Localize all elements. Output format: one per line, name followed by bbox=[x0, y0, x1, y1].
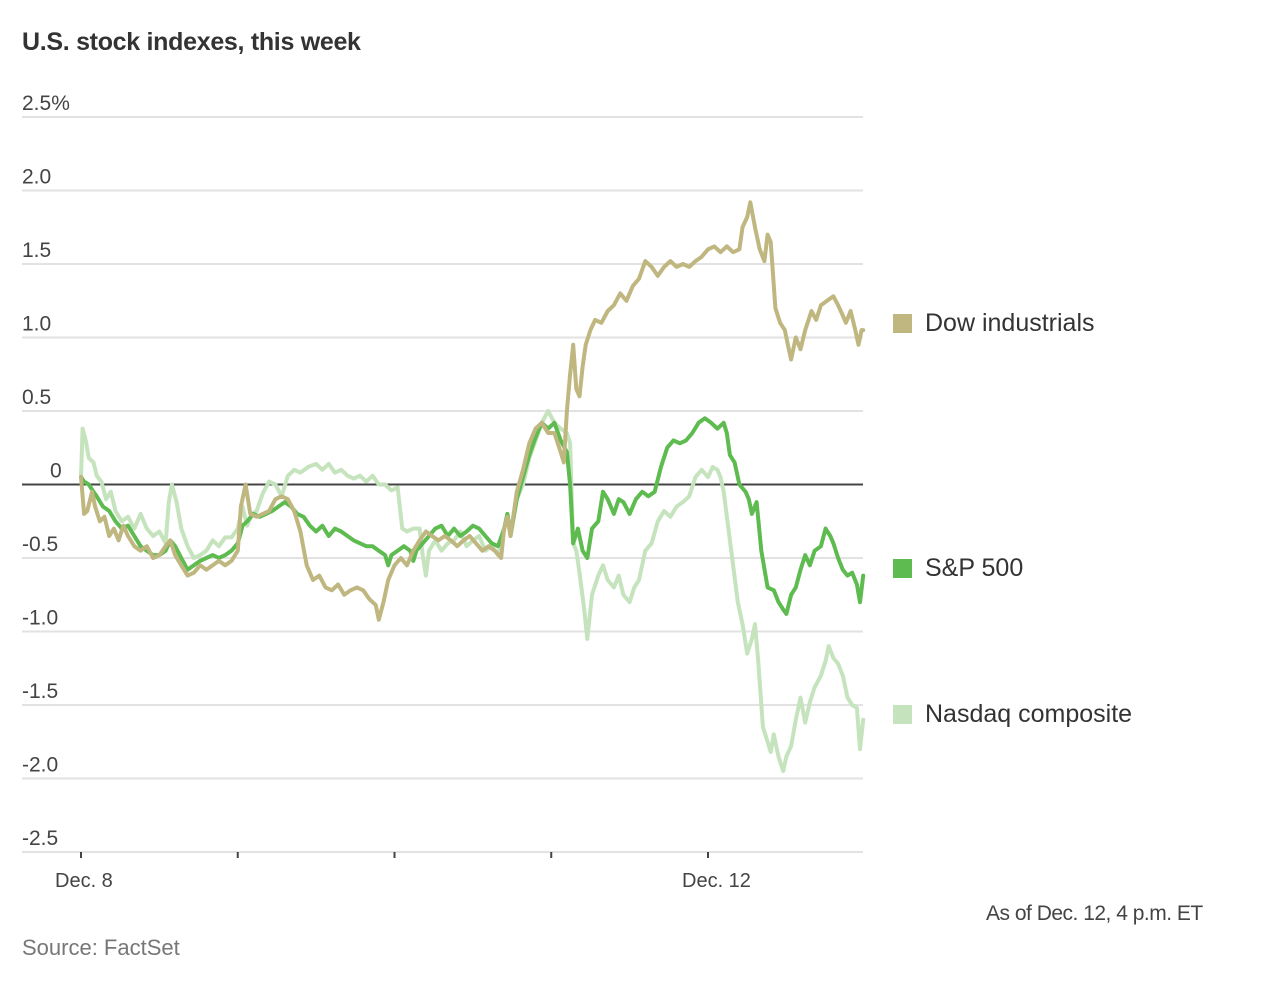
legend-label-dow: Dow industrials bbox=[925, 309, 1095, 337]
legend-swatch-dow bbox=[893, 314, 912, 333]
legend-item-dow: Dow industrials bbox=[893, 309, 1095, 338]
x-tick-label: Dec. 12 bbox=[682, 870, 751, 892]
y-tick-label: 1.0 bbox=[22, 313, 51, 336]
y-axis-labels: 2.5% 2.0 1.5 1.0 0.5 0 -0.5 -1.0 -1.5 -2.0 -2.5 bbox=[22, 92, 70, 850]
legend-label-sp500: S&P 500 bbox=[925, 554, 1024, 582]
y-tick-label: 0 bbox=[50, 460, 62, 483]
y-tick-label: -2.5 bbox=[22, 827, 58, 850]
y-tick-label: 2.5% bbox=[22, 92, 70, 115]
series-line-s-p-500 bbox=[79, 416, 866, 616]
y-tick-label: -1.5 bbox=[22, 680, 58, 703]
legend-item-sp500: S&P 500 bbox=[893, 554, 1023, 583]
y-tick-label: -2.0 bbox=[22, 754, 58, 777]
x-axis: Dec. 8 Dec. 12 bbox=[55, 852, 751, 892]
series-line-nasdaq-composite bbox=[79, 409, 866, 774]
y-tick-label: 1.5 bbox=[22, 239, 51, 262]
gridlines bbox=[22, 116, 863, 853]
y-tick-label: -1.0 bbox=[22, 607, 58, 630]
legend-swatch-sp500 bbox=[893, 559, 912, 578]
y-tick-label: -0.5 bbox=[22, 533, 58, 556]
series-line-dow-industrials bbox=[79, 200, 866, 622]
source-note: Source: FactSet bbox=[22, 935, 180, 960]
y-tick-label: 0.5 bbox=[22, 386, 51, 409]
timestamp-note: As of Dec. 12, 4 p.m. ET bbox=[986, 902, 1203, 925]
x-tick-label: Dec. 8 bbox=[55, 870, 113, 892]
y-tick-label: 2.0 bbox=[22, 166, 51, 189]
chart-title: U.S. stock indexes, this week bbox=[22, 28, 361, 56]
legend-swatch-nasdaq bbox=[893, 705, 912, 724]
legend-item-nasdaq: Nasdaq composite bbox=[893, 700, 1132, 729]
series-lines bbox=[79, 200, 866, 774]
legend-label-nasdaq: Nasdaq composite bbox=[925, 700, 1133, 728]
